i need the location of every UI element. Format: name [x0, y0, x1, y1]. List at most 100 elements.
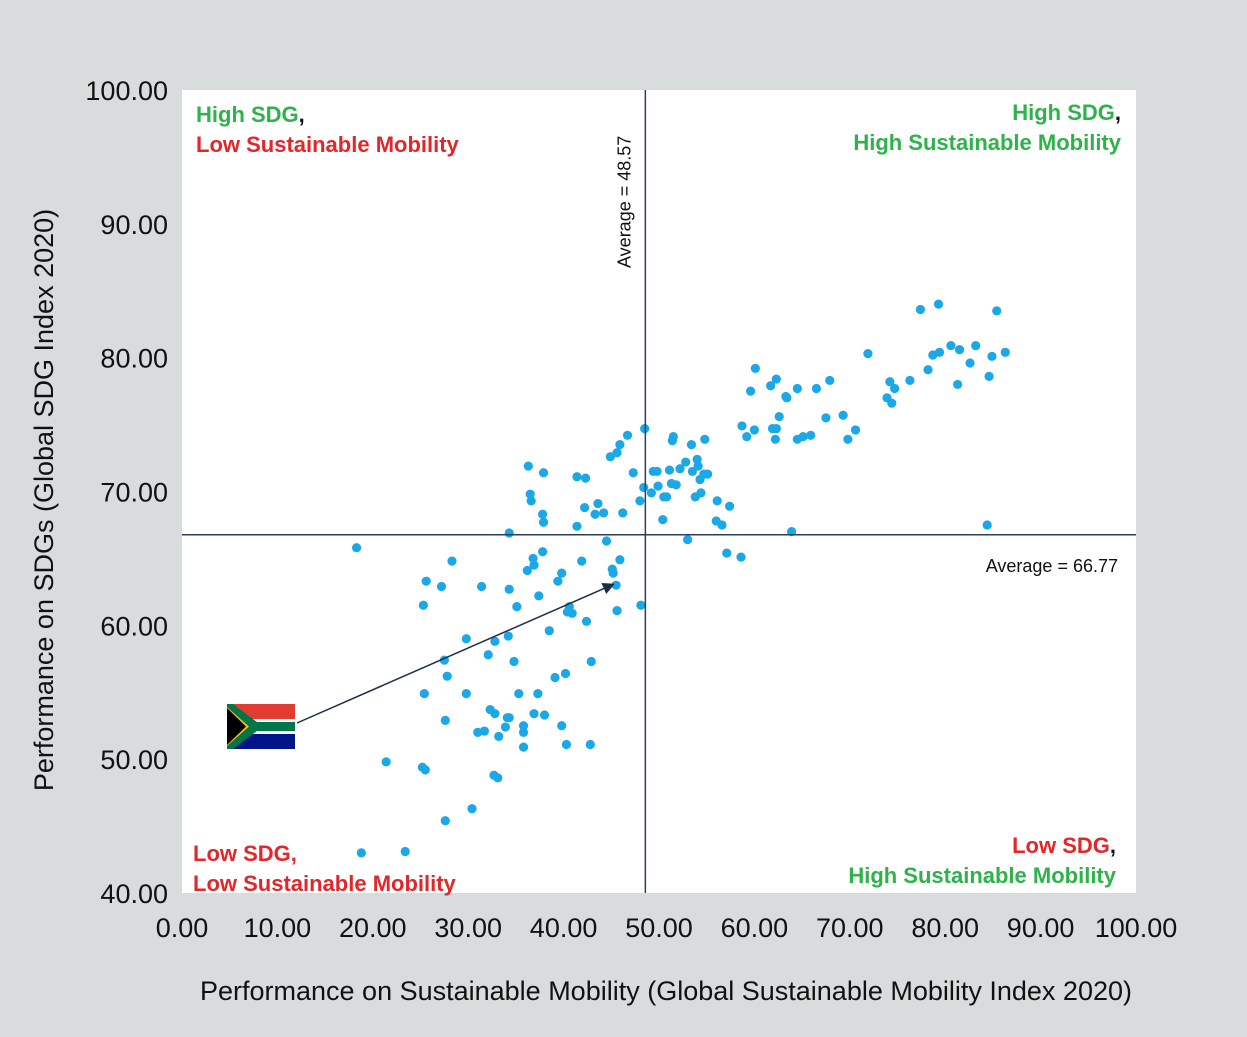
data-point — [787, 527, 797, 537]
data-point — [742, 432, 752, 442]
x-tick-label: 90.00 — [1007, 913, 1075, 943]
data-point — [518, 742, 529, 752]
data-point — [440, 715, 450, 725]
x-axis-title: Performance on Sustainable Mobility (Glo… — [200, 976, 1132, 1006]
data-point — [982, 520, 992, 530]
x-tick-label: 100.00 — [1095, 913, 1178, 943]
data-point — [601, 536, 612, 546]
data-point — [838, 410, 848, 420]
data-point — [461, 688, 471, 699]
data-point — [529, 709, 539, 719]
data-point — [992, 306, 1002, 316]
data-point — [1000, 347, 1010, 357]
data-point — [915, 304, 925, 315]
data-point — [843, 434, 853, 444]
y-tick-label: 60.00 — [100, 611, 168, 641]
data-point — [635, 496, 645, 506]
x-tick-label: 10.00 — [244, 913, 312, 943]
data-point — [494, 731, 504, 742]
data-point — [579, 502, 590, 513]
data-point — [476, 581, 487, 592]
data-point — [529, 560, 539, 570]
x-tick-label: 0.00 — [156, 913, 209, 943]
south-africa-flag-icon — [227, 704, 295, 749]
data-point — [954, 345, 965, 355]
data-point — [622, 430, 633, 440]
data-point — [658, 515, 668, 525]
data-point — [653, 481, 663, 491]
quadrant-top-right-line1: High SDG, — [1012, 100, 1121, 125]
average-y-label: Average = 66.77 — [986, 556, 1118, 576]
data-point — [605, 452, 615, 462]
data-point — [533, 688, 543, 699]
data-point — [586, 656, 596, 667]
data-point — [745, 386, 756, 396]
data-point — [987, 351, 997, 361]
data-point — [504, 584, 514, 594]
data-point — [774, 411, 784, 422]
y-tick-label: 90.00 — [100, 210, 168, 240]
data-point — [509, 656, 519, 667]
data-point — [770, 434, 780, 444]
quadrant-bottom-right-line2: High Sustainable Mobility — [848, 863, 1116, 888]
data-point — [700, 434, 710, 444]
data-point — [467, 804, 477, 814]
quadrant-top-left-line1: High SDG, — [196, 102, 305, 127]
data-point — [946, 341, 956, 351]
x-axis-ticks: 0.00 10.00 20.00 30.00 40.00 50.00 60.00 70.00 8… — [156, 913, 1178, 943]
data-point — [421, 576, 431, 586]
x-tick-label: 30.00 — [434, 913, 502, 943]
y-tick-label: 100.00 — [85, 76, 168, 106]
data-point — [599, 508, 609, 518]
data-point — [420, 765, 430, 775]
data-point — [703, 469, 713, 479]
data-point — [693, 461, 703, 471]
data-point — [514, 688, 524, 699]
data-point — [971, 341, 981, 351]
data-point — [612, 606, 622, 616]
data-point — [356, 848, 366, 858]
data-point — [628, 468, 638, 478]
quadrant-bottom-left-line2: Low Sustainable Mobility — [193, 871, 457, 896]
plot-area — [182, 90, 1136, 893]
data-point — [503, 631, 513, 641]
data-point — [483, 650, 493, 660]
data-point — [646, 488, 656, 498]
data-point — [493, 773, 503, 783]
data-point — [792, 383, 802, 394]
data-point — [750, 363, 760, 373]
data-point — [618, 508, 628, 518]
data-point — [850, 425, 861, 435]
x-tick-label: 20.00 — [339, 913, 407, 943]
average-x-label: Average = 48.57 — [614, 136, 634, 268]
x-tick-label: 50.00 — [625, 913, 693, 943]
data-point — [664, 465, 675, 475]
data-point — [683, 535, 693, 545]
data-point — [419, 688, 429, 699]
data-point — [825, 375, 835, 386]
data-point — [500, 722, 511, 732]
data-point — [608, 568, 618, 578]
data-point — [890, 383, 900, 394]
data-point — [581, 616, 592, 626]
y-axis-title: Performance on SDGs (Global SDG Index 20… — [29, 209, 59, 791]
data-point — [544, 626, 554, 636]
data-point — [479, 726, 490, 736]
highlight-arrow — [296, 583, 615, 724]
data-point — [572, 521, 582, 531]
data-point — [724, 501, 735, 511]
data-point — [965, 358, 975, 368]
data-point — [798, 432, 808, 442]
data-point — [736, 552, 746, 562]
data-point — [885, 377, 895, 387]
data-point — [461, 634, 471, 644]
data-point — [572, 472, 582, 482]
data-point — [612, 448, 622, 458]
y-tick-label: 40.00 — [100, 879, 168, 909]
y-axis-ticks: 40.00 50.00 60.00 70.00 80.00 90.00 100.00 — [85, 76, 168, 909]
data-point — [749, 425, 760, 435]
data-point — [615, 440, 625, 450]
data-point — [381, 757, 391, 767]
